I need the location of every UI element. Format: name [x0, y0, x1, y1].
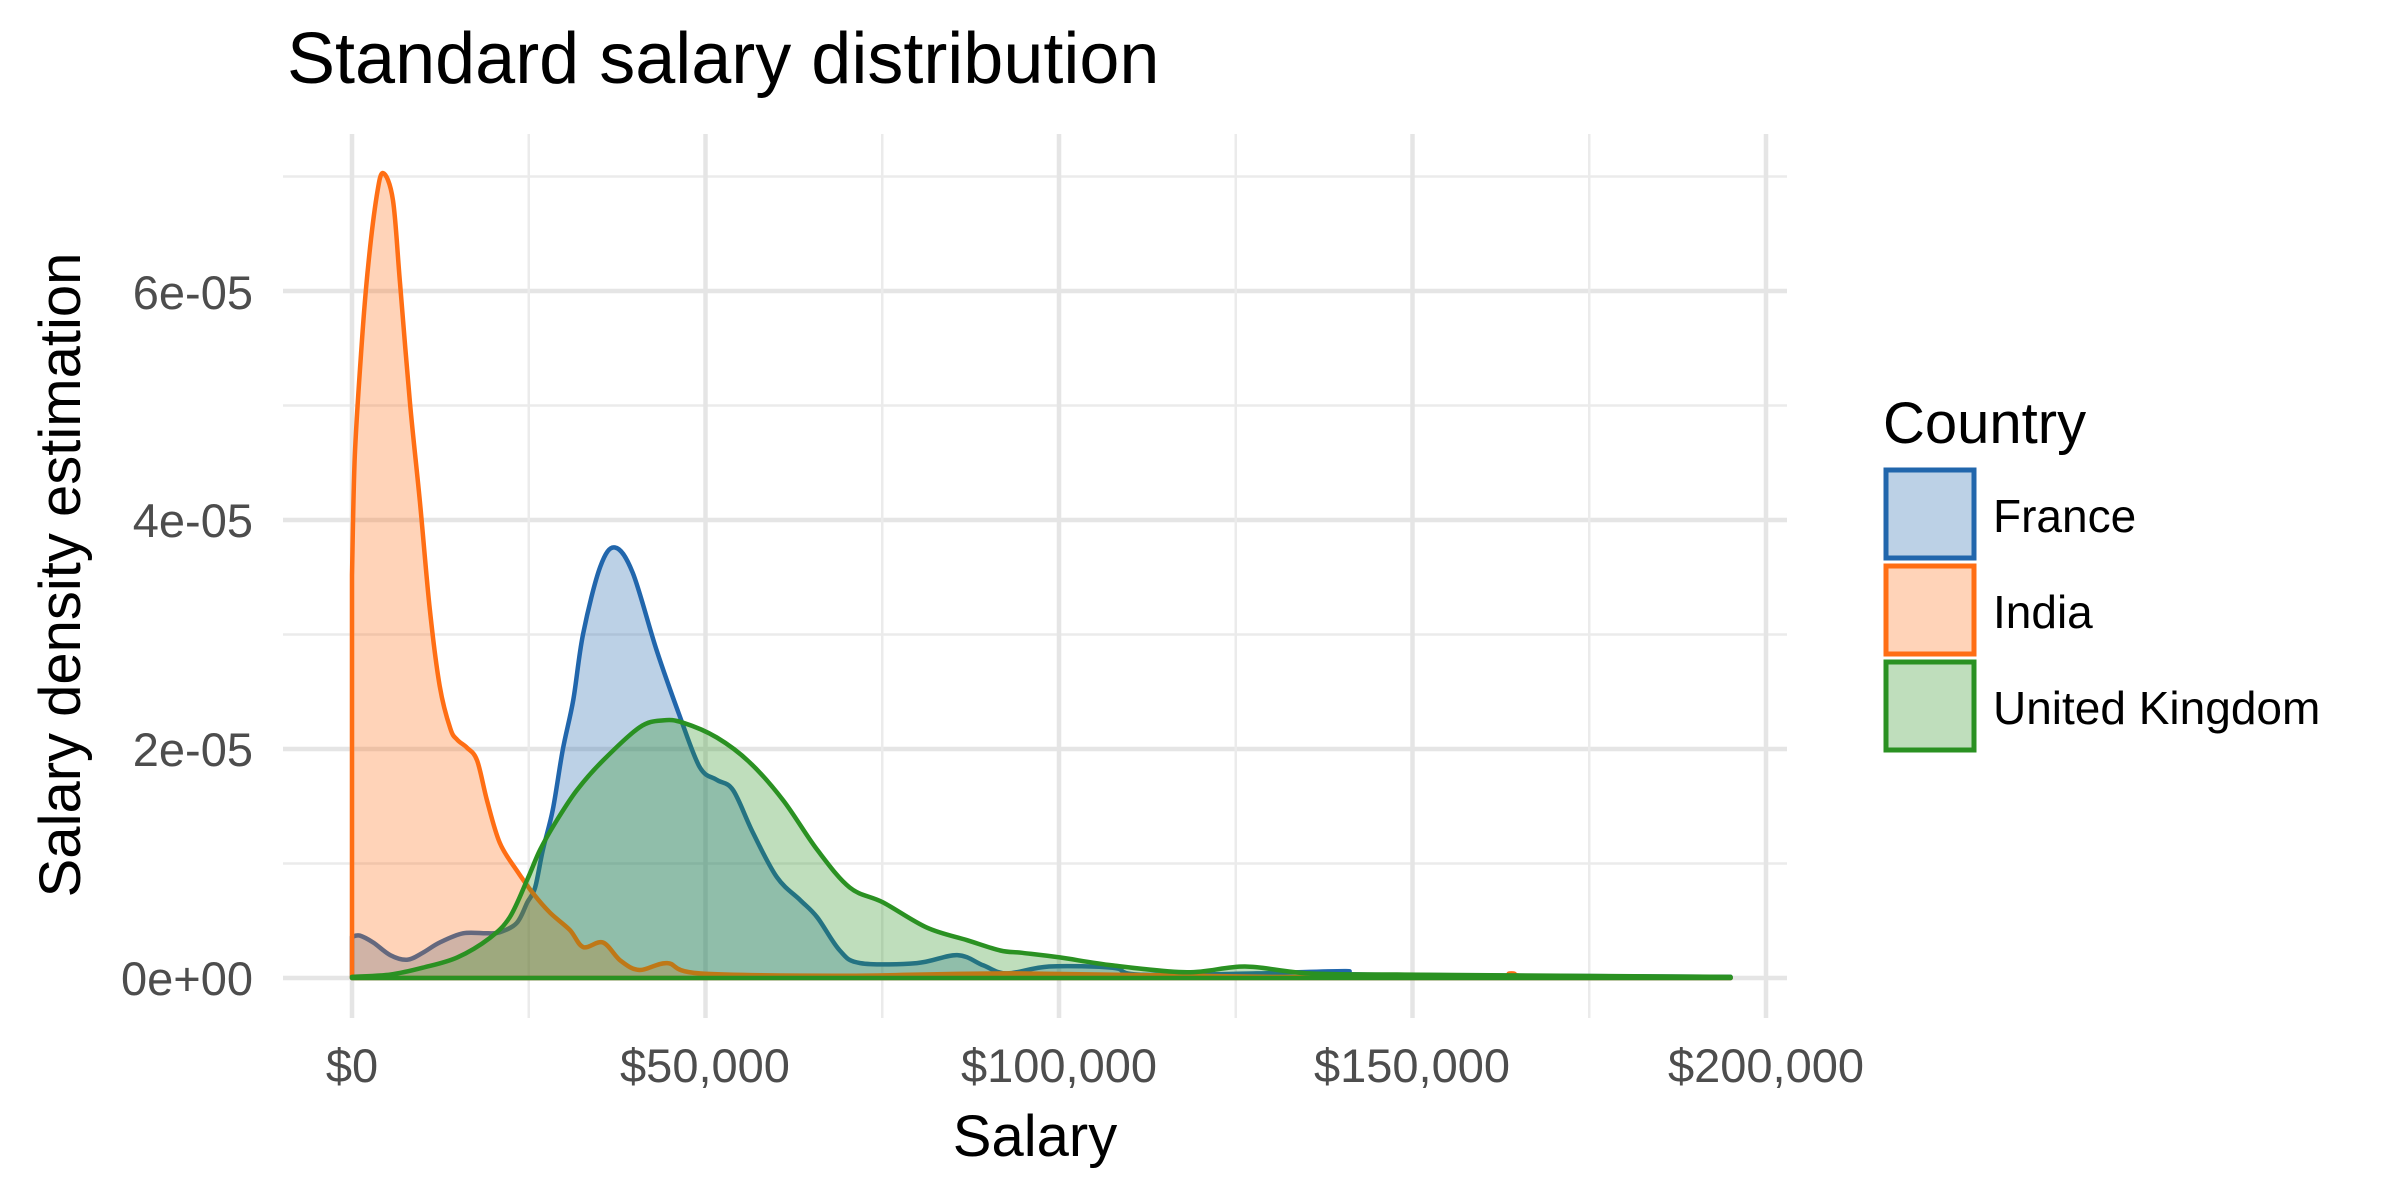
y-axis-ticks: 0e+00 2e-05 4e-05 6e-05 [121, 266, 253, 1005]
legend-label: France [1993, 490, 2136, 542]
legend-item-india[interactable]: India [1883, 563, 2093, 657]
legend-key-france [1883, 467, 1977, 561]
legend-item-united-kingdom[interactable]: United Kingdom [1883, 659, 2320, 753]
y-axis-title: Salary density estimation [28, 253, 93, 898]
y-tick-label: 6e-05 [133, 266, 253, 319]
legend-key-united-kingdom [1883, 659, 1977, 753]
x-tick-label: $0 [326, 1039, 378, 1092]
x-axis-title: Salary [953, 1104, 1117, 1169]
x-axis-ticks: $0 $50,000 $100,000 $150,000 $200,000 [326, 1039, 1864, 1092]
density-curve-india [349, 170, 1733, 981]
chart-title: Standard salary distribution [287, 19, 1159, 99]
legend-label: India [1993, 586, 2093, 638]
y-tick-label: 0e+00 [121, 952, 253, 1005]
x-tick-label: $200,000 [1668, 1039, 1864, 1092]
legend-title: Country [1883, 391, 2086, 456]
legend: Country France India United Kingdom [1883, 391, 2320, 753]
x-tick-label: $50,000 [620, 1039, 790, 1092]
legend-key-india [1883, 563, 1977, 657]
y-tick-label: 2e-05 [133, 723, 253, 776]
legend-label: United Kingdom [1993, 682, 2320, 734]
legend-item-france[interactable]: France [1883, 467, 2136, 561]
density-curves [349, 170, 1733, 981]
x-tick-label: $100,000 [961, 1039, 1157, 1092]
density-curve-france [349, 545, 1733, 981]
x-tick-label: $150,000 [1314, 1039, 1510, 1092]
y-tick-label: 4e-05 [133, 494, 253, 547]
density-curve-united-kingdom [349, 717, 1733, 981]
grid-lines [283, 134, 1787, 1018]
